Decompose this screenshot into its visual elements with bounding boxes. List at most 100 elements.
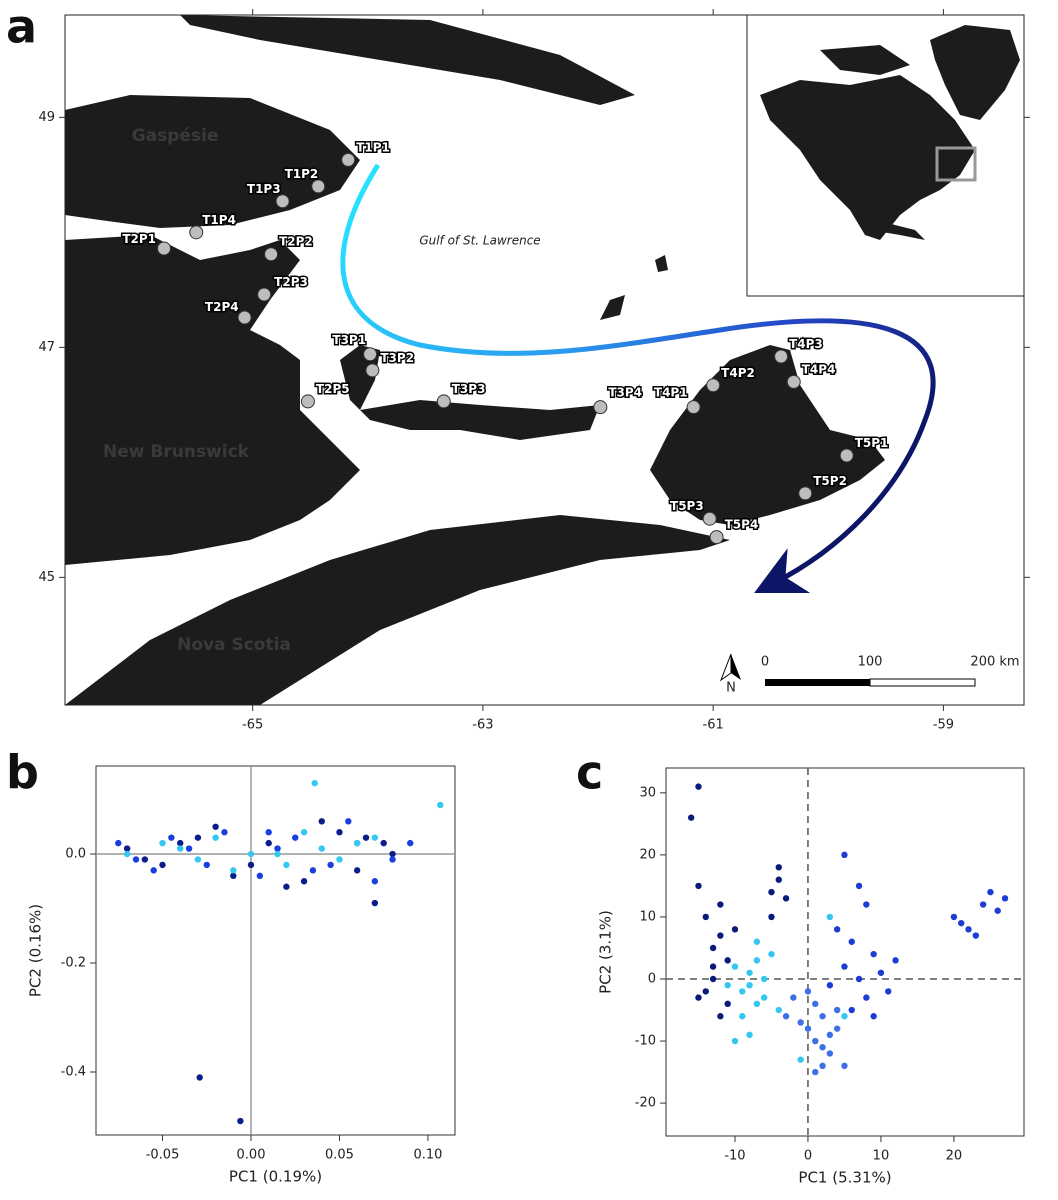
- site: [300, 394, 315, 409]
- x-tick-label: -59: [933, 718, 954, 733]
- point: [826, 913, 834, 921]
- point: [283, 861, 290, 869]
- site: [264, 247, 279, 262]
- region-label: Gulf of St. Lawrence: [419, 234, 540, 248]
- scale-label: 200 km: [970, 655, 1019, 670]
- point: [247, 861, 255, 869]
- point: [870, 1013, 877, 1020]
- point: [380, 839, 387, 847]
- point: [768, 913, 775, 921]
- point: [833, 926, 841, 933]
- y-tick-label: -0.4: [61, 1065, 86, 1080]
- point: [746, 1031, 753, 1039]
- point: [731, 963, 739, 970]
- site-label: T4P1: [654, 386, 688, 400]
- north-label: N: [726, 681, 736, 696]
- point: [212, 823, 219, 830]
- point: [863, 994, 870, 1001]
- point: [345, 818, 352, 825]
- point: [731, 926, 739, 933]
- point: [724, 982, 731, 989]
- point: [300, 878, 308, 885]
- site: [706, 378, 721, 393]
- point: [841, 963, 848, 970]
- point: [159, 861, 166, 869]
- point: [123, 845, 131, 852]
- site-label: T5P1: [855, 436, 889, 450]
- point: [150, 867, 157, 874]
- point: [753, 957, 761, 964]
- point: [194, 834, 202, 841]
- scale-label: 0: [761, 655, 769, 670]
- point: [739, 1013, 746, 1020]
- point: [863, 901, 870, 908]
- point: [724, 957, 731, 964]
- site-label: T2P5: [316, 382, 350, 396]
- site-label: T3P4: [608, 386, 642, 400]
- site-label: T1P3: [247, 182, 281, 196]
- point: [709, 963, 717, 970]
- point: [790, 994, 797, 1001]
- site-label: T2P1: [122, 232, 156, 246]
- point: [892, 957, 899, 964]
- point: [826, 1031, 834, 1039]
- point: [212, 834, 219, 841]
- point: [768, 950, 775, 958]
- x-tick-label: 0: [804, 1149, 812, 1164]
- x-tick-label: 0.10: [413, 1148, 442, 1163]
- point: [782, 895, 790, 902]
- point: [775, 1006, 782, 1014]
- point: [804, 1025, 812, 1032]
- plot-frame: [95, 765, 456, 1136]
- site: [189, 225, 204, 240]
- point: [327, 861, 334, 869]
- point: [877, 969, 885, 976]
- region-label: Gaspésie: [132, 126, 219, 146]
- point: [841, 851, 848, 859]
- point: [274, 850, 281, 858]
- x-tick-label: -61: [703, 718, 724, 733]
- point: [695, 994, 702, 1001]
- point: [746, 969, 753, 976]
- point: [292, 834, 299, 841]
- point: [841, 1062, 848, 1070]
- point: [168, 834, 175, 841]
- point: [362, 834, 370, 841]
- point: [972, 932, 980, 939]
- point: [265, 839, 272, 847]
- x-tick-label: -65: [242, 718, 263, 733]
- point: [819, 1013, 826, 1020]
- site: [702, 511, 717, 526]
- y-tick-label: 0.0: [65, 847, 86, 862]
- x-tick-label: 0.05: [325, 1148, 354, 1163]
- point: [389, 850, 396, 858]
- point: [717, 932, 724, 939]
- site-label: T5P4: [725, 518, 759, 532]
- point: [389, 856, 396, 863]
- y-tick-label: 10: [639, 909, 656, 924]
- site: [839, 448, 854, 463]
- site: [257, 287, 272, 302]
- point: [185, 845, 193, 852]
- point: [437, 801, 444, 809]
- y-tick-label: 49: [38, 110, 55, 125]
- point: [819, 1062, 826, 1070]
- point: [753, 1000, 761, 1008]
- point: [265, 829, 272, 836]
- x-axis-title: PC1 (5.31%): [798, 1169, 891, 1187]
- point: [695, 882, 702, 890]
- point: [782, 1013, 790, 1020]
- point: [841, 1013, 848, 1020]
- y-tick-label: -0.2: [61, 956, 86, 971]
- y-tick-label: 47: [38, 340, 55, 355]
- point: [221, 829, 228, 836]
- point: [994, 907, 1001, 914]
- point: [318, 818, 325, 825]
- point: [833, 1006, 841, 1014]
- site-label: T1P4: [202, 213, 236, 227]
- y-tick-label: -10: [635, 1034, 656, 1049]
- point: [965, 926, 972, 933]
- point: [724, 1000, 731, 1008]
- site: [786, 374, 801, 389]
- point: [194, 856, 202, 863]
